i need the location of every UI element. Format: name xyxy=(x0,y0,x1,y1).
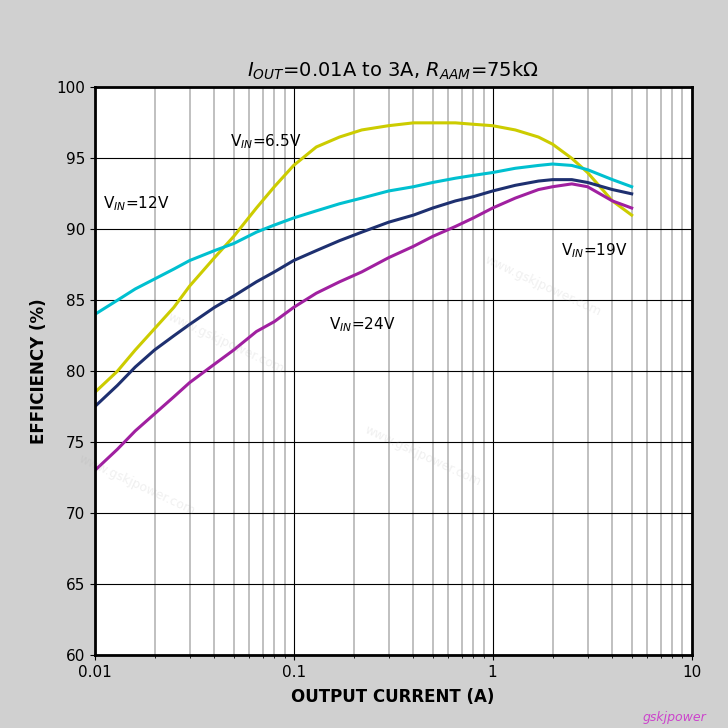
Text: gskjpower: gskjpower xyxy=(642,711,706,724)
Text: V$_{IN}$=12V: V$_{IN}$=12V xyxy=(103,194,170,213)
Text: www.gskjpower.com: www.gskjpower.com xyxy=(482,253,603,319)
X-axis label: OUTPUT CURRENT (A): OUTPUT CURRENT (A) xyxy=(291,688,495,706)
Text: V$_{IN}$=6.5V: V$_{IN}$=6.5V xyxy=(230,132,301,151)
Text: V$_{IN}$=19V: V$_{IN}$=19V xyxy=(561,241,628,260)
Y-axis label: EFFICIENCY (%): EFFICIENCY (%) xyxy=(30,298,48,444)
Title: $I_{OUT}$=0.01A to 3A, $R_{AAM}$=75k$\Omega$: $I_{OUT}$=0.01A to 3A, $R_{AAM}$=75k$\Om… xyxy=(248,59,539,82)
Text: www.gskjpower.com: www.gskjpower.com xyxy=(363,424,483,489)
Text: www.gskjpower.com: www.gskjpower.com xyxy=(76,452,197,518)
Text: V$_{IN}$=24V: V$_{IN}$=24V xyxy=(328,315,395,333)
Text: www.gskjpower.com: www.gskjpower.com xyxy=(165,310,286,376)
